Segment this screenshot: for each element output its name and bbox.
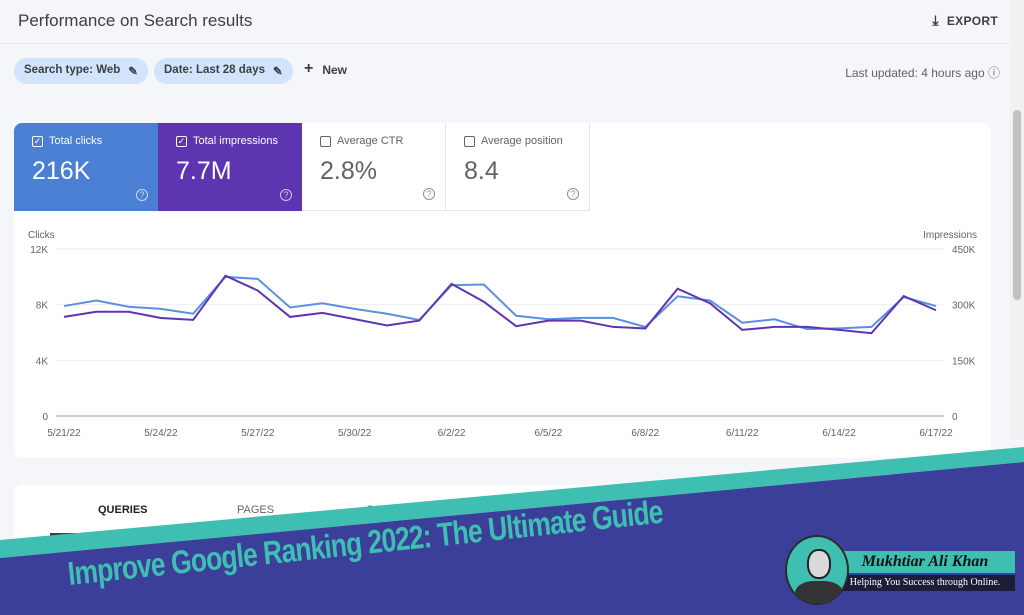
scrollbar[interactable] (1010, 0, 1024, 440)
author-name: Mukhtiar Ali Khan (835, 551, 1015, 573)
author-logo: Mukhtiar Ali Khan Helping You Success th… (785, 535, 1017, 605)
metric-average-ctr[interactable]: Average CTR 2.8% ? (302, 123, 446, 211)
export-button[interactable]: ⤓ EXPORT (932, 12, 998, 29)
tab-queries[interactable]: QUERIES (98, 504, 148, 516)
pencil-icon: ✎ (128, 66, 138, 78)
last-updated: Last updated: 4 hours ago ⓘ (845, 64, 1000, 81)
right-tick-label: 300K (952, 301, 976, 312)
metric-value: 8.4 (464, 157, 499, 185)
download-icon: ⤓ (932, 12, 939, 28)
checkbox-checked-icon[interactable]: ✓ (176, 135, 187, 147)
help-icon[interactable]: ? (423, 188, 435, 200)
metric-total-impressions[interactable]: ✓ Total impressions 7.7M ? (158, 123, 302, 211)
new-label: New (322, 63, 348, 77)
left-axis-label: Clicks (28, 230, 55, 241)
x-tick-label: 5/24/22 (144, 428, 178, 439)
checkbox-icon[interactable] (464, 135, 475, 147)
metric-total-clicks[interactable]: ✓ Total clicks 216K ? (14, 123, 158, 211)
metric-value: 2.8% (320, 157, 377, 185)
metric-label: Total clicks (49, 135, 103, 147)
metric-average-position[interactable]: Average position 8.4 ? (446, 123, 590, 211)
active-tab-indicator (50, 533, 140, 536)
x-tick-label: 6/2/22 (438, 428, 466, 439)
plus-icon: + (304, 60, 314, 77)
help-icon[interactable]: ? (136, 189, 148, 201)
metric-label: Average CTR (337, 135, 404, 147)
right-tick-label: 0 (952, 412, 958, 423)
tab-pages[interactable]: PAGES (237, 504, 275, 516)
author-tagline: Helping You Success through Online. (835, 575, 1015, 591)
right-tick-label: 450K (952, 245, 976, 256)
export-label: EXPORT (946, 13, 998, 28)
x-tick-label: 6/5/22 (535, 428, 563, 439)
x-tick-label: 6/14/22 (822, 428, 856, 439)
left-tick-label: 8K (36, 301, 49, 312)
page-title: Performance on Search results (18, 11, 253, 30)
new-filter-button[interactable]: + New (304, 60, 348, 78)
author-photo (785, 535, 849, 605)
left-tick-label: 0 (42, 412, 48, 423)
series-line-impressions (63, 274, 937, 335)
x-tick-label: 6/17/22 (919, 428, 953, 439)
help-icon[interactable]: ? (567, 188, 579, 200)
x-tick-label: 6/11/22 (726, 428, 759, 439)
performance-chart: Clicks Impressions 12K 450K 8K 300K 4K 150K 0 0… (28, 230, 977, 439)
search-type-label: Search type: Web (24, 64, 121, 76)
last-updated-text: Last updated: 4 hours ago (845, 66, 985, 80)
checkbox-icon[interactable] (320, 135, 331, 147)
x-tick-label: 5/21/22 (47, 428, 81, 439)
scrollbar-thumb[interactable] (1013, 110, 1021, 300)
right-tick-label: 150K (952, 356, 976, 367)
help-icon[interactable]: ⓘ (987, 66, 1000, 80)
x-tick-label: 5/27/22 (241, 428, 275, 439)
tab-countries[interactable]: COUNTRIES (366, 504, 431, 516)
performance-card: ✓ Total clicks 216K ? ✓ Total impressions … (14, 123, 991, 458)
right-axis-label: Impressions (923, 230, 977, 241)
help-icon[interactable]: ? (280, 189, 292, 201)
metric-label: Average position (481, 135, 563, 147)
pencil-icon: ✎ (273, 66, 283, 78)
page-header: Performance on Search results ⤓ EXPORT (0, 0, 1010, 44)
date-label: Date: Last 28 days (164, 64, 265, 76)
metric-label: Total impressions (193, 135, 278, 147)
x-tick-label: 5/30/22 (338, 428, 372, 439)
date-chip[interactable]: Date: Last 28 days ✎ (154, 58, 293, 84)
series-line-clicks (63, 275, 937, 331)
metric-value: 216K (32, 157, 91, 185)
x-tick-label: 6/8/22 (631, 428, 659, 439)
metric-value: 7.7M (176, 157, 232, 185)
left-tick-label: 12K (30, 245, 48, 256)
search-type-chip[interactable]: Search type: Web ✎ (14, 58, 148, 84)
left-tick-label: 4K (36, 356, 49, 367)
checkbox-checked-icon[interactable]: ✓ (32, 135, 43, 147)
